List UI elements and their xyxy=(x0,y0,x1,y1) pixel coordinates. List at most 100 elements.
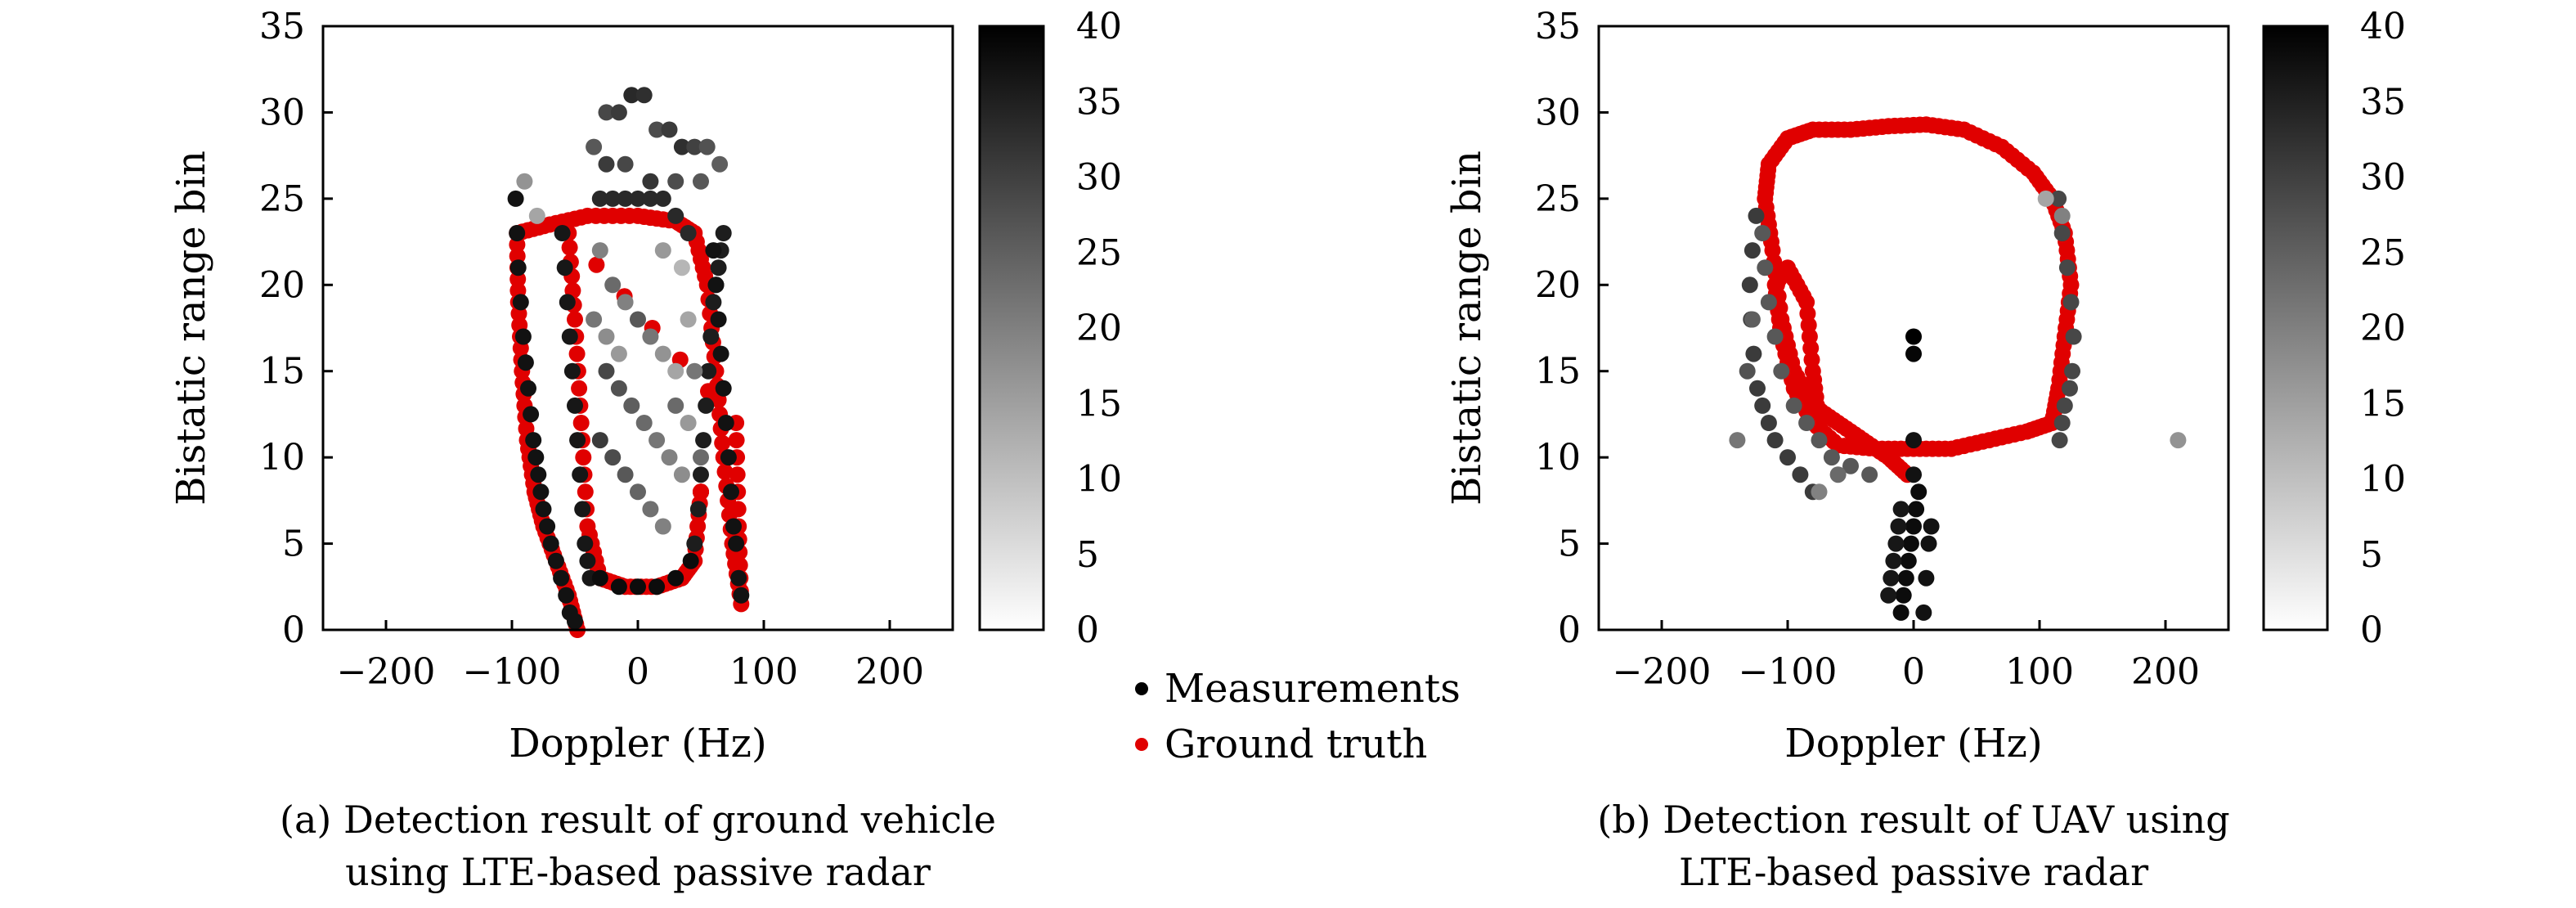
measurement-point xyxy=(1892,501,1910,518)
measurement-point xyxy=(539,518,556,535)
measurement-point xyxy=(598,328,615,345)
measurement-point xyxy=(1892,604,1910,621)
measurement-point xyxy=(710,311,727,328)
measurement-point xyxy=(635,87,653,104)
measurement-point xyxy=(1883,569,1900,587)
y-tick-label: 20 xyxy=(1535,264,1581,306)
measurement-point xyxy=(723,483,739,501)
measurement-point xyxy=(598,104,615,121)
x-tick-label: 100 xyxy=(729,651,798,693)
measurement-point xyxy=(733,587,750,604)
colorbar-tick-label: 35 xyxy=(2360,81,2406,123)
measurement-point xyxy=(715,380,732,397)
ground-truth-point xyxy=(716,463,734,480)
measurement-point xyxy=(610,345,627,362)
measurement-point xyxy=(712,345,729,362)
measurement-point xyxy=(1739,362,1756,380)
measurement-point xyxy=(553,569,570,587)
colorbar-tick-label: 0 xyxy=(1076,609,1099,651)
caption-line-2: using LTE-based passive radar xyxy=(345,850,931,894)
colorbar-tick-label: 35 xyxy=(1076,81,1122,123)
measurement-point xyxy=(1897,569,1914,587)
legend-marker-measurements xyxy=(1135,682,1148,695)
measurement-point xyxy=(610,380,627,397)
measurement-point xyxy=(1811,483,1828,501)
ground-truth-point xyxy=(509,271,527,288)
colorbar-ticks: 0 5 10 15 20 25 30 35 40 xyxy=(2360,6,2406,651)
measurement-point xyxy=(1887,535,1905,552)
measurement-point xyxy=(707,276,725,294)
measurement-point xyxy=(702,328,720,345)
measurement-point xyxy=(1811,432,1828,449)
measurement-point xyxy=(673,259,690,276)
measurement-point xyxy=(512,294,529,311)
colorbar-tick-label: 40 xyxy=(1076,6,1122,47)
measurement-point xyxy=(530,466,547,483)
measurement-point xyxy=(654,345,671,362)
legend-label-ground-truth: Ground truth xyxy=(1165,721,1427,767)
y-tick-label: 0 xyxy=(1558,609,1581,651)
measurement-point xyxy=(2170,432,2187,449)
measurement-point xyxy=(1766,432,1784,449)
ground-truth-point xyxy=(575,449,592,466)
measurement-point xyxy=(516,173,533,190)
measurement-point xyxy=(728,535,745,552)
measurement-point xyxy=(535,501,552,518)
ground-truth-point xyxy=(1811,415,1828,431)
ground-truth-point xyxy=(568,345,586,362)
y-tick-label: 25 xyxy=(1535,178,1581,220)
measurement-points xyxy=(507,87,750,630)
measurement-point xyxy=(667,397,684,414)
measurement-point xyxy=(554,225,571,241)
measurement-point xyxy=(1842,457,1859,474)
ground-truth-point xyxy=(572,415,590,431)
y-axis-ticks: 0 5 10 15 20 25 30 35 xyxy=(259,6,333,651)
measurement-point xyxy=(654,518,671,535)
measurement-point xyxy=(528,207,545,224)
measurement-point xyxy=(642,328,659,345)
colorbar-tick-label: 10 xyxy=(2360,459,2406,501)
y-tick-label: 35 xyxy=(1535,6,1581,47)
measurement-point xyxy=(520,380,536,397)
colorbar xyxy=(978,25,1045,632)
measurement-point xyxy=(693,449,709,466)
y-tick-label: 35 xyxy=(259,6,305,47)
measurement-point xyxy=(561,328,578,345)
measurement-point xyxy=(1829,466,1847,483)
measurement-point xyxy=(617,294,634,311)
measurement-point xyxy=(686,362,703,380)
measurement-point xyxy=(2065,328,2082,345)
measurement-point xyxy=(1760,415,1777,431)
measurement-point xyxy=(673,138,690,155)
colorbar-tick-label: 10 xyxy=(1076,459,1122,501)
measurement-point xyxy=(680,311,697,328)
measurement-point xyxy=(680,225,697,241)
measurement-point xyxy=(1773,362,1790,380)
measurement-point xyxy=(2051,432,2068,449)
caption-line-1: (a) Detection result of ground vehicle xyxy=(280,798,996,842)
measurement-point xyxy=(1895,587,1912,604)
ground-truth-point xyxy=(577,483,594,501)
x-tick-label: 200 xyxy=(855,651,924,693)
measurement-point xyxy=(2064,362,2080,380)
measurement-point xyxy=(667,173,684,190)
ground-truth-point xyxy=(693,483,709,501)
y-axis-ticks: 0 5 10 15 20 25 30 35 xyxy=(1535,6,1609,651)
colorbar-tick-label: 20 xyxy=(2360,308,2406,349)
y-tick-label: 20 xyxy=(259,264,305,306)
measurement-point xyxy=(547,552,564,569)
measurement-point xyxy=(635,415,653,431)
measurement-point xyxy=(532,483,550,501)
measurement-point xyxy=(1902,535,1919,552)
measurement-point xyxy=(598,155,615,173)
measurement-point xyxy=(695,432,712,449)
measurement-point xyxy=(630,483,646,501)
colorbar-tick-label: 30 xyxy=(2360,157,2406,199)
colorbar-tick-label: 25 xyxy=(2360,232,2406,274)
x-axis-ticks: −200 −100 0 100 200 xyxy=(1613,620,2200,693)
measurement-point xyxy=(1741,276,1758,294)
colorbar-tick-label: 5 xyxy=(1076,534,1099,576)
x-axis-ticks: −200 −100 0 100 200 xyxy=(337,620,924,693)
ground-truth-point xyxy=(571,380,588,397)
